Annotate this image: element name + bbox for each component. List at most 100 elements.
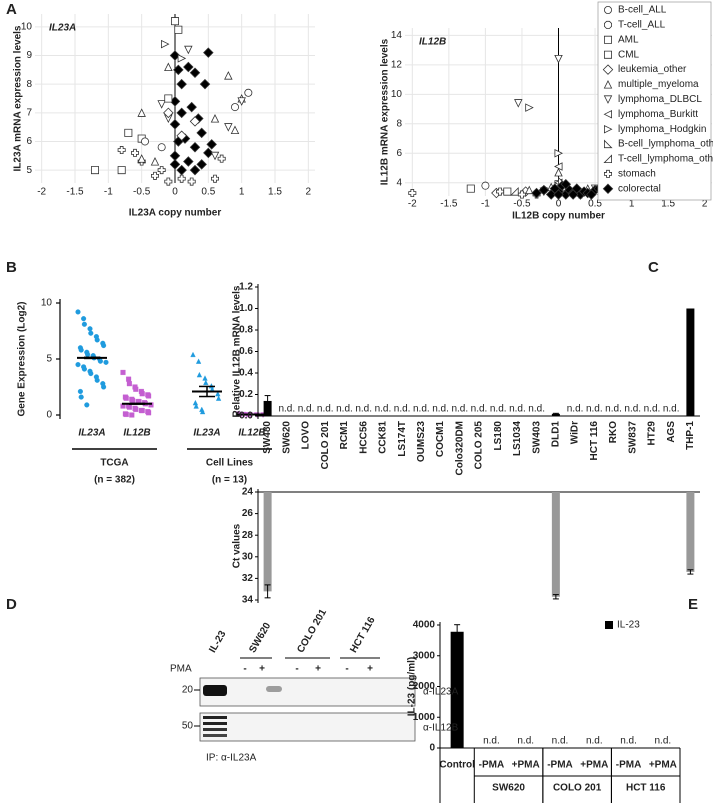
data-point — [196, 371, 203, 378]
y-tick-label: 34 — [242, 595, 254, 606]
y-tick-label: 1000 — [413, 712, 436, 723]
point — [164, 62, 173, 71]
point — [567, 189, 579, 200]
value-label: n.d. — [336, 404, 353, 415]
x-tick-label: -1 — [104, 187, 113, 198]
point — [224, 123, 233, 132]
x-tick-label: 2 — [702, 199, 708, 210]
point — [538, 184, 550, 196]
treatment-sign: - — [345, 664, 348, 675]
data-point — [130, 397, 136, 403]
data-point — [101, 384, 107, 390]
x-tick-label: OUMS23 — [416, 421, 427, 463]
data-point — [215, 395, 222, 401]
data-point — [139, 391, 145, 397]
point — [137, 108, 146, 117]
data-point — [126, 404, 132, 410]
value-label: n.d. — [451, 404, 468, 415]
blot-band — [266, 686, 282, 692]
data-point — [195, 358, 202, 364]
point — [503, 187, 512, 196]
data-point — [126, 376, 132, 382]
point — [224, 71, 233, 80]
value-label: n.d. — [394, 404, 411, 415]
blot-band — [203, 685, 227, 696]
legend-marker — [604, 169, 612, 178]
chart-title: IL23A — [49, 23, 76, 34]
point — [140, 137, 149, 146]
x-tick-label: HCC56 — [358, 421, 369, 454]
y-tick-label: 8 — [26, 79, 32, 90]
point — [189, 164, 201, 176]
point — [211, 174, 219, 183]
data-point — [215, 390, 221, 397]
legend-label: leukemia_other — [618, 64, 687, 75]
point — [137, 154, 146, 163]
point — [531, 187, 542, 199]
treatment-sign: + — [259, 664, 265, 675]
x-tick-label: -PMA — [547, 760, 573, 771]
x-tick-label: LS1034 — [512, 421, 523, 456]
point — [525, 103, 534, 112]
data-point — [81, 321, 87, 327]
y-tick-label: 0.2 — [239, 389, 253, 400]
value-label: n.d. — [317, 404, 334, 415]
point — [161, 39, 170, 49]
x-tick-label: -1.5 — [66, 187, 84, 198]
point — [554, 167, 563, 177]
y-tick-label: 10 — [21, 22, 33, 33]
data-point — [192, 399, 199, 406]
value-label: n.d. — [413, 404, 430, 415]
value-label: n.d. — [586, 404, 603, 415]
point — [554, 162, 563, 171]
x-tick-label: 1.5 — [661, 199, 675, 210]
data-point — [94, 377, 100, 383]
point — [117, 146, 126, 155]
y-tick-label: 26 — [242, 508, 254, 519]
value-label: n.d. — [586, 736, 603, 747]
point — [176, 78, 187, 90]
blot-band — [203, 722, 227, 725]
point — [244, 88, 253, 97]
data-point — [101, 343, 107, 349]
blot-membrane — [199, 677, 416, 707]
x-tick-label: 0.5 — [588, 199, 602, 210]
y-tick-label: 5 — [26, 165, 32, 176]
y-tick-label: 4000 — [413, 620, 436, 631]
value-label: n.d. — [490, 404, 507, 415]
point — [151, 171, 159, 180]
x-tick-label: 1 — [239, 187, 245, 198]
data-point — [78, 347, 84, 353]
point — [481, 181, 490, 190]
legend-marker — [604, 124, 613, 134]
point — [525, 185, 534, 195]
legend-marker — [604, 20, 612, 29]
x-tick-label: 0 — [172, 187, 178, 198]
y-tick-label: 0.8 — [239, 325, 253, 336]
x-tick-label: RCM1 — [339, 421, 350, 450]
treatment-sign: - — [295, 664, 298, 675]
y-axis-label: IL23A mRNA expression levels — [13, 25, 24, 171]
data-point — [77, 388, 83, 395]
y-tick-label: 30 — [242, 551, 254, 562]
y-tick-label: 7 — [26, 107, 32, 118]
x-tick-label: IL23A — [78, 428, 105, 439]
x-tick-label: WiDr — [570, 421, 581, 444]
group-n: (n = 382) — [94, 475, 135, 486]
x-tick-label: Control — [439, 760, 475, 771]
value-label: n.d. — [375, 404, 392, 415]
value-label: n.d. — [644, 404, 661, 415]
treatment-label: PMA — [170, 664, 192, 675]
x-axis-label: IL12B copy number — [512, 211, 605, 222]
y-tick-label: 0 — [429, 743, 435, 754]
legend-label: CML — [618, 49, 640, 60]
x-tick-label: -PMA — [616, 760, 642, 771]
legend-label: IL-23 — [617, 620, 640, 631]
legend-label: lymphoma_Burkitt — [618, 109, 698, 120]
y-tick-label: 12 — [391, 59, 403, 70]
point — [196, 159, 207, 170]
x-tick-label: -1.5 — [440, 199, 458, 210]
point — [183, 61, 194, 73]
legend-marker — [604, 50, 612, 59]
